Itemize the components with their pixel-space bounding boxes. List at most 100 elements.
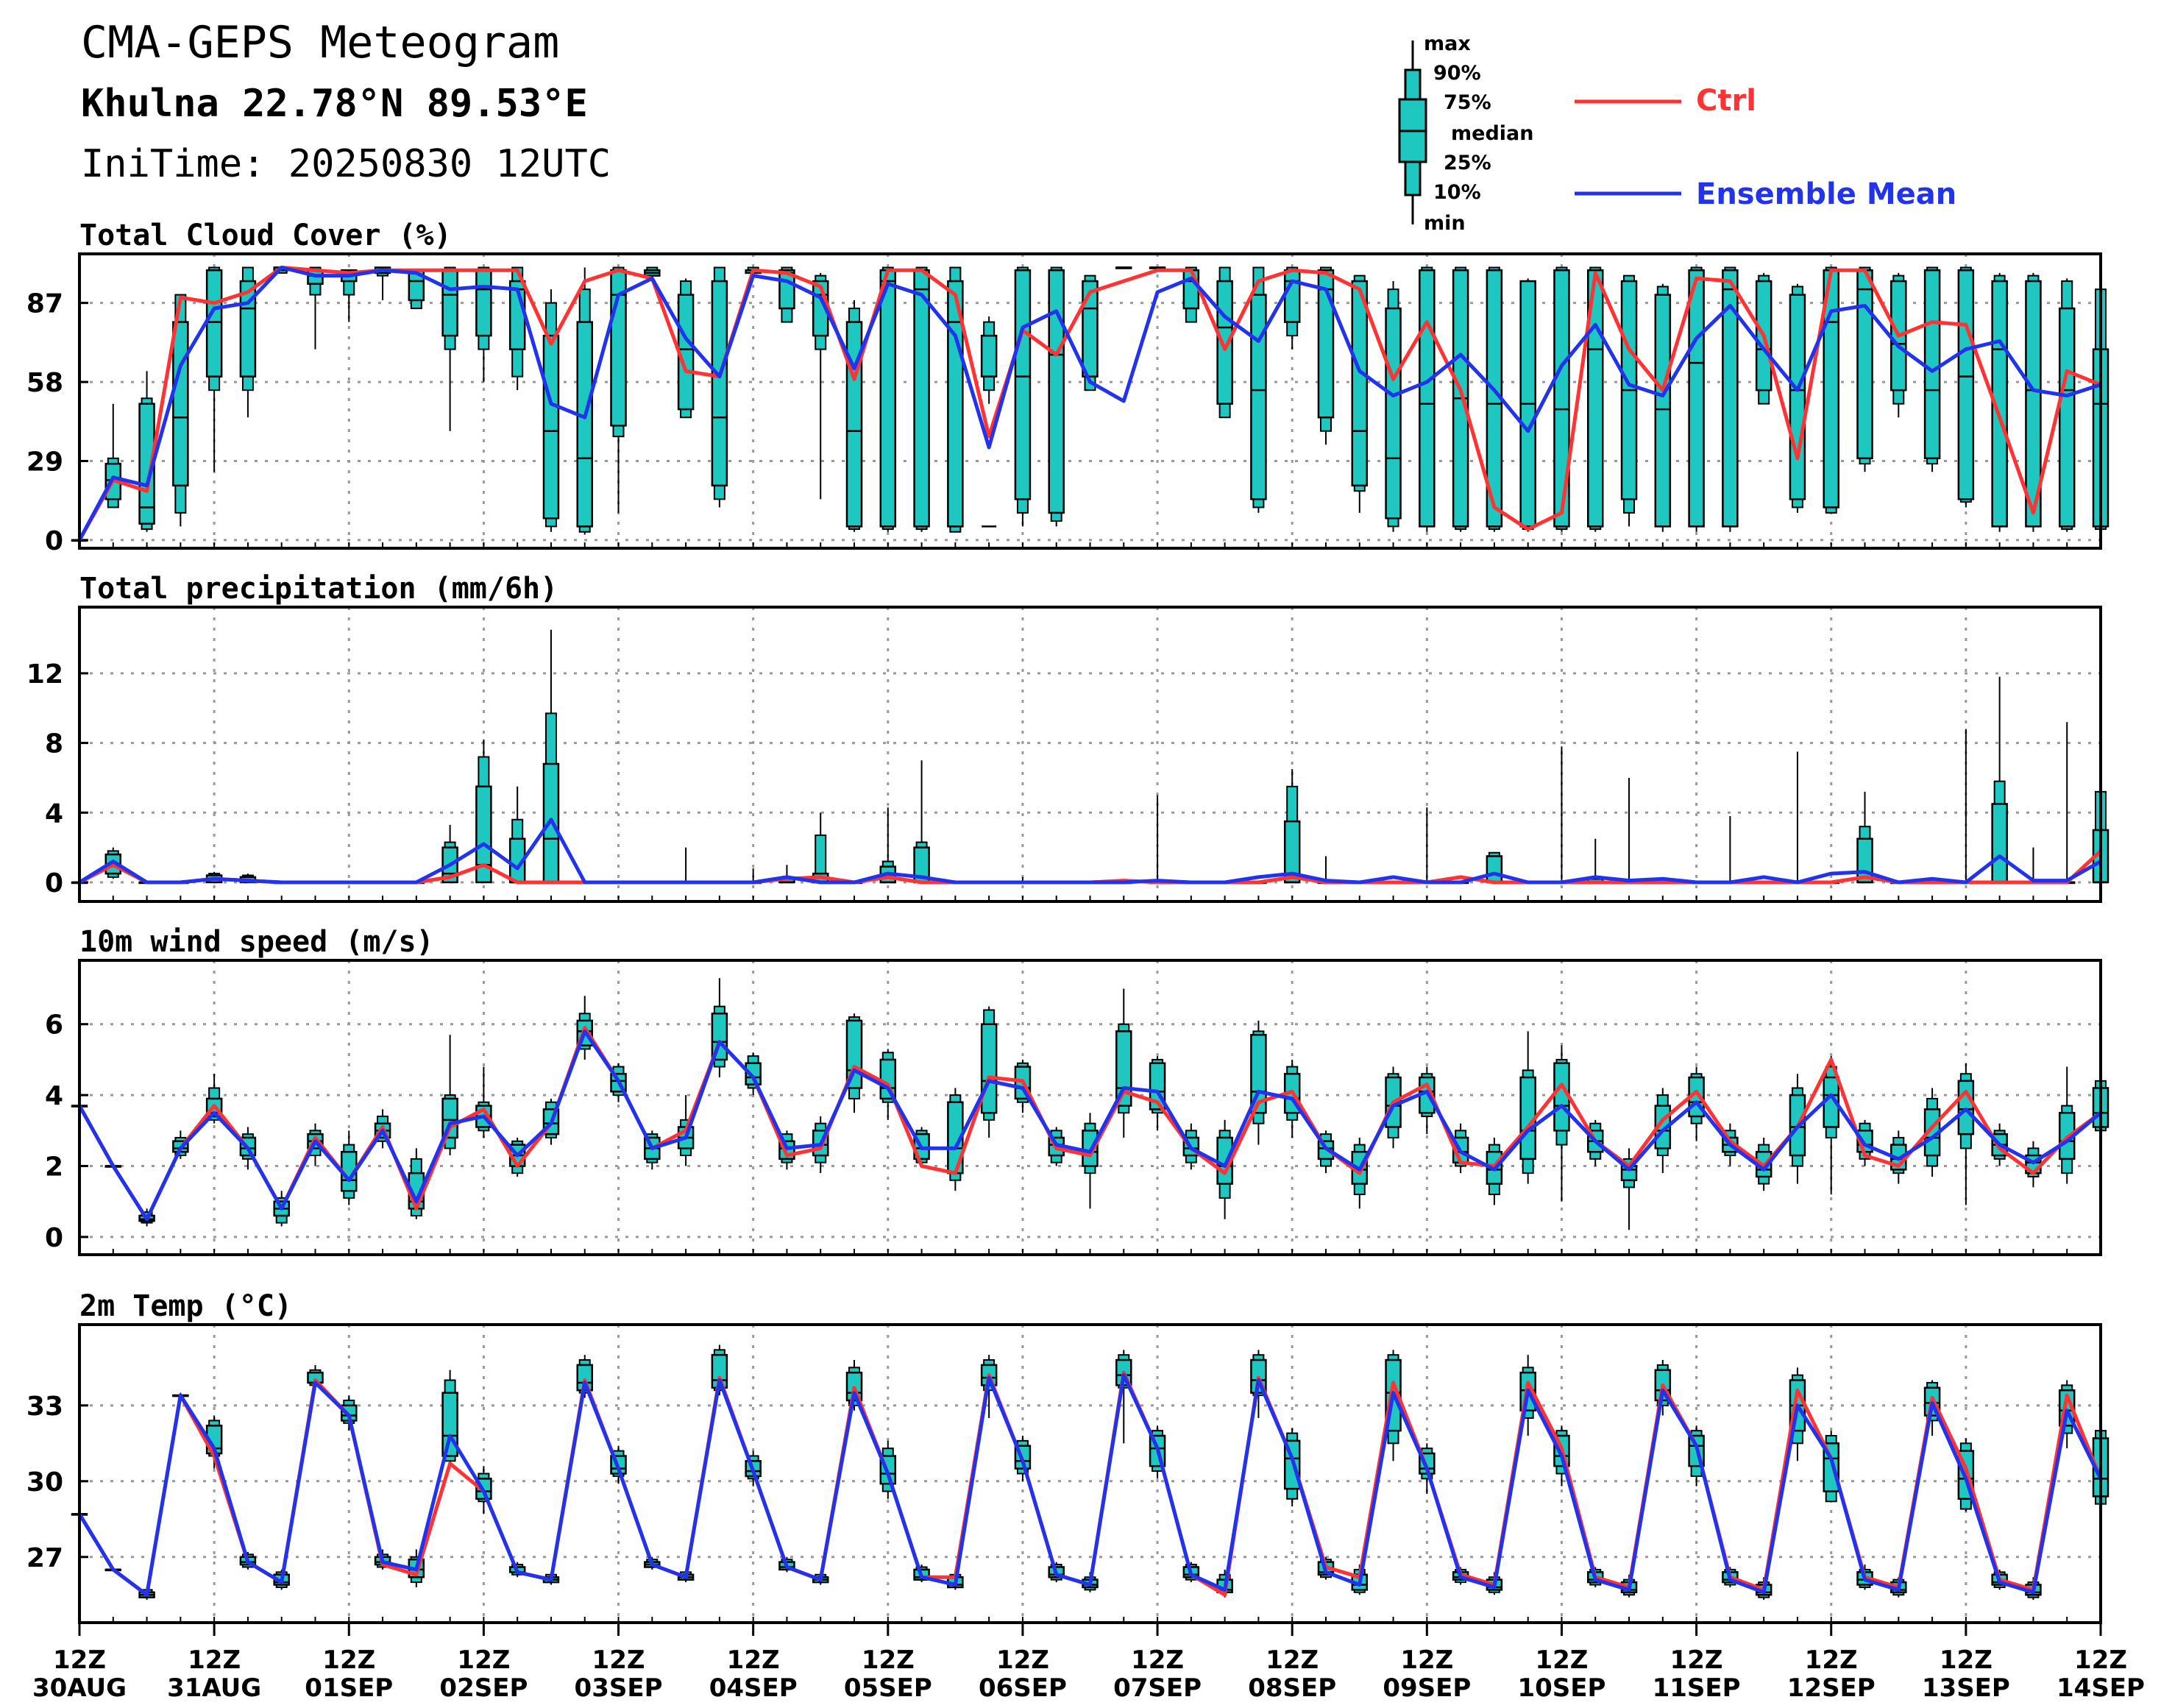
x-tick-date-label: 11SEP: [1653, 1673, 1741, 1703]
box-25-75: [475, 269, 492, 337]
box-25-75: [1856, 269, 1873, 460]
box-27: [980, 316, 998, 528]
box-25-75: [2025, 280, 2042, 528]
x-tick-date-label: 31AUG: [167, 1673, 261, 1703]
y-tick-label: 4: [45, 798, 63, 829]
box-57: [1991, 272, 2008, 532]
y-tick-label: 2: [45, 1152, 63, 1183]
box-25-75: [1182, 269, 1200, 310]
box-25-75: [1722, 269, 1739, 528]
x-tick-hour-label: 12Z: [2074, 1645, 2127, 1675]
box-25-75: [441, 269, 458, 337]
box-25-75: [1923, 269, 1941, 460]
x-tick-hour-label: 12Z: [457, 1645, 510, 1675]
box-43: [1519, 278, 1536, 532]
box-53: [1856, 266, 1873, 472]
box-25-75: [745, 1062, 762, 1085]
init-time-label: IniTime: 20250830 12UTC: [81, 142, 611, 186]
box-22: [812, 812, 829, 884]
box-33: [1182, 266, 1200, 323]
box-25-75: [1688, 269, 1705, 528]
ctrl-series-line: [77, 1026, 2102, 1222]
box-19: [711, 266, 728, 508]
box-25-75: [879, 269, 897, 528]
panels: Total Cloud Cover (%) 0 29 58 87 Total precip…: [26, 219, 2109, 1624]
box-25-75: [1250, 294, 1267, 500]
y-tick-label: 4: [45, 1081, 63, 1111]
box-57: [1991, 676, 2008, 884]
box-18: [677, 847, 695, 885]
legend-max-label: max: [1424, 32, 1471, 55]
box-39: [1385, 281, 1402, 532]
box-35: [1250, 1020, 1267, 1145]
x-tick-hour-label: 12Z: [862, 1645, 915, 1675]
x-tick-date-label: 09SEP: [1383, 1673, 1471, 1703]
x-tick-hour-label: 12Z: [188, 1645, 241, 1675]
box-42: [1486, 851, 1503, 884]
x-tick-hour-label: 12Z: [1266, 1645, 1319, 1675]
box-12: [475, 266, 492, 383]
box-17: [644, 266, 661, 282]
box-52: [1823, 266, 1839, 514]
box-40: [1419, 807, 1436, 885]
box-25-75: [475, 785, 492, 884]
box-47: [1654, 283, 1672, 532]
box-30: [1082, 274, 1099, 391]
x-tick-hour-label: 12Z: [996, 1645, 1049, 1675]
box-25-75: [1082, 280, 1099, 378]
box-51: [1789, 751, 1806, 885]
box-44: [1553, 1045, 1570, 1202]
box-25-75: [913, 269, 930, 528]
x-tick-date-label: 14SEP: [2057, 1673, 2145, 1703]
box-25-75: [2058, 307, 2076, 528]
box-14: [542, 629, 560, 884]
box-44: [1553, 266, 1570, 532]
box-35: [1250, 266, 1267, 513]
box-25-75: [711, 280, 728, 487]
box-18: [677, 278, 695, 419]
box-32: [1149, 266, 1166, 269]
legend-p25-label: 25%: [1444, 152, 1491, 174]
box-40: [1419, 266, 1436, 532]
box-legend: max 90% 75% median 25% 10% min: [1398, 32, 1533, 235]
x-tick-hour-label: 12Z: [53, 1645, 106, 1675]
box-59: [2058, 1066, 2076, 1184]
panel-4: 2m Temp (°C) 27 30 33: [26, 1289, 2109, 1624]
box-53: [1856, 791, 1873, 884]
box-49: [1722, 816, 1739, 885]
box-46: [1620, 777, 1638, 885]
x-tick-hour-label: 12Z: [1131, 1645, 1184, 1675]
box-19: [711, 978, 728, 1078]
x-tick-date-label: 08SEP: [1248, 1673, 1336, 1703]
box-4: [205, 266, 223, 472]
y-tick-label: 58: [26, 368, 63, 398]
box-14: [542, 289, 560, 532]
x-tick-date-label: 02SEP: [439, 1673, 528, 1703]
box-25-75: [1486, 855, 1503, 884]
x-tick-hour-label: 12Z: [322, 1645, 375, 1675]
x-tick-date-label: 12SEP: [1787, 1673, 1876, 1703]
box-28: [1014, 266, 1032, 527]
x-tick-date-label: 04SEP: [709, 1673, 798, 1703]
x-tick-date-label: 07SEP: [1113, 1673, 1202, 1703]
y-tick-label: 12: [26, 659, 63, 690]
y-tick-label: 87: [26, 289, 63, 319]
box-8: [341, 1130, 358, 1205]
panel-3: 10m wind speed (m/s) 0 2 4 6: [45, 925, 2109, 1256]
box-25-75: [1351, 280, 1369, 487]
mean-series-line: [77, 1373, 2103, 1597]
x-tick-hour-label: 12Z: [592, 1645, 645, 1675]
x-tick-date-label: 03SEP: [575, 1673, 663, 1703]
box-41: [1452, 266, 1469, 532]
box-26: [947, 266, 964, 533]
y-tick-label: 0: [45, 868, 63, 899]
box-30: [1082, 1113, 1099, 1209]
box-31: [1115, 266, 1132, 269]
y-tick-label: 8: [45, 729, 63, 759]
box-25-75: [1014, 269, 1032, 500]
y-tick-label: 0: [45, 526, 63, 556]
x-tick-date-label: 01SEP: [305, 1673, 393, 1703]
x-axis: 12Z30AUG12Z31AUG12Z01SEP12Z02SEP12Z03SEP…: [32, 1623, 2145, 1703]
x-tick-hour-label: 12Z: [1400, 1645, 1453, 1675]
box-23: [845, 300, 863, 532]
